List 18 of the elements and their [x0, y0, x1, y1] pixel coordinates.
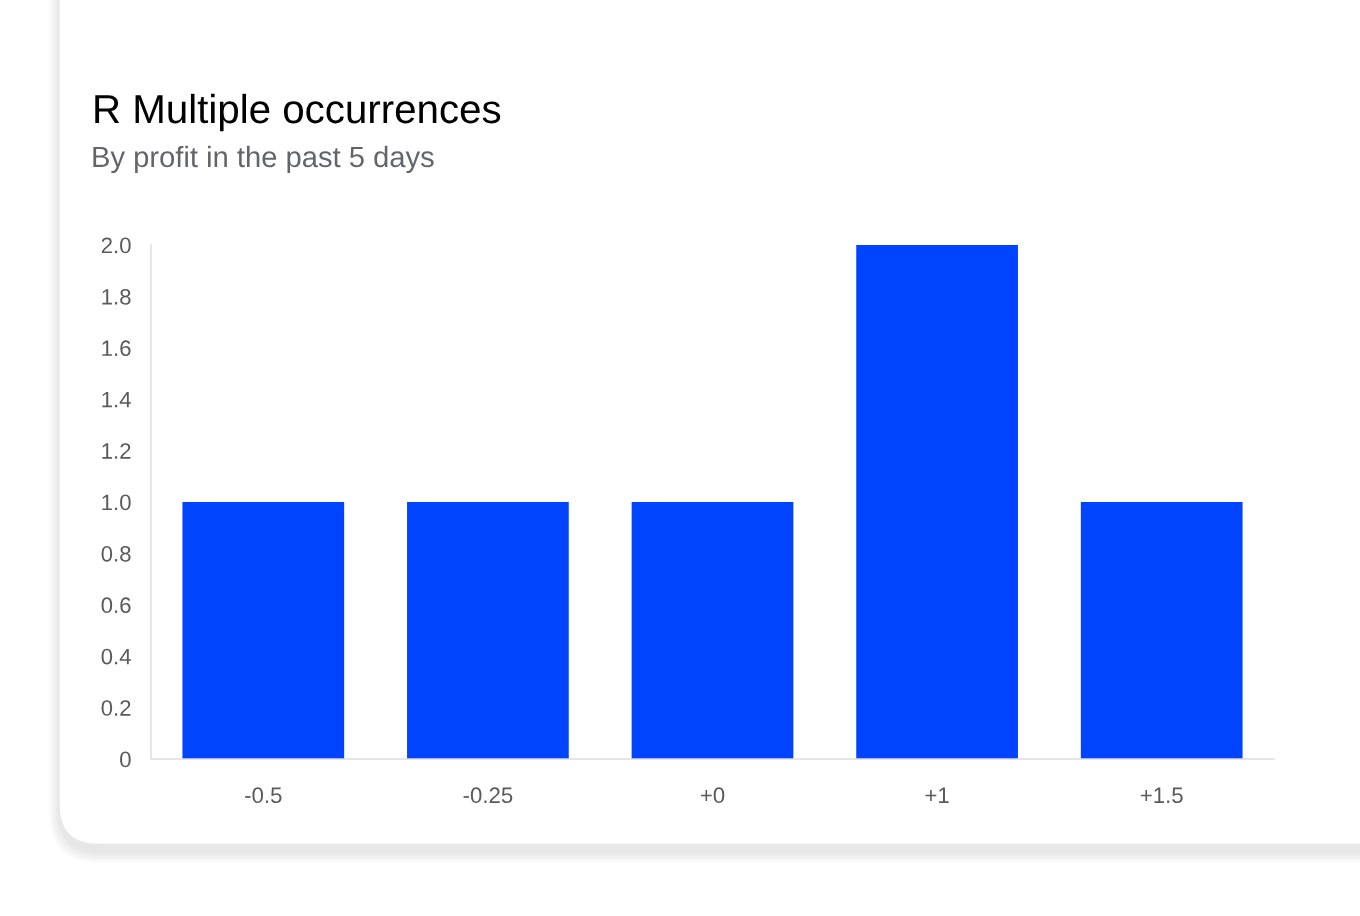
x-tick-label: +1.5 — [1140, 787, 1183, 804]
y-tick-label: 1.8 — [102, 288, 131, 305]
y-tick-label: 0 — [120, 751, 131, 768]
y-tick-label: 0.4 — [101, 648, 131, 665]
x-tick-label: +0 — [700, 787, 725, 804]
chart-title: R Multiple occurrences — [95, 93, 501, 132]
y-tick-label: 0.2 — [101, 700, 131, 716]
chart-subtitle: By profit in the past 5 days — [93, 145, 434, 174]
y-tick-label: 2.0 — [101, 237, 131, 254]
x-tick-label: -0.25 — [463, 787, 513, 804]
y-tick-label: 1.4 — [102, 391, 131, 408]
x-tick-label: +1 — [925, 787, 949, 803]
y-tick-label: 0.6 — [101, 597, 131, 614]
y-tick-label: 1.6 — [102, 340, 131, 357]
x-tick-label: -0.5 — [245, 787, 282, 804]
y-tick-label: 1.0 — [102, 494, 131, 511]
y-tick-label: 0.8 — [101, 545, 131, 562]
y-tick-label: 1.2 — [102, 443, 131, 459]
